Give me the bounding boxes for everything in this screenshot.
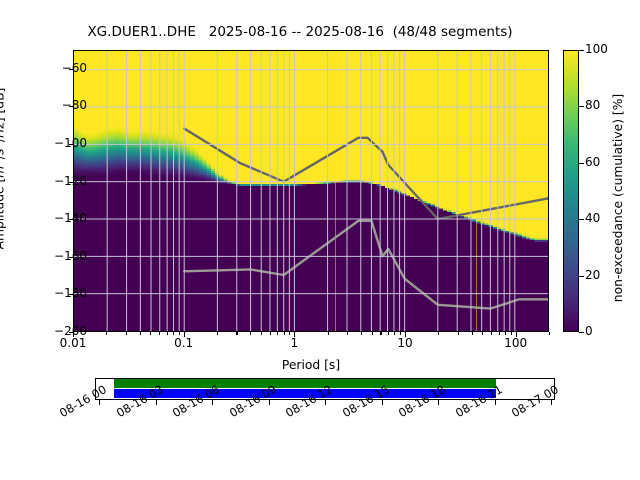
x-axis-minor-tick-mark — [327, 332, 329, 335]
y-axis-tick-mark — [68, 106, 73, 108]
x-axis-minor-tick-mark — [360, 332, 363, 335]
y-axis-tick-label: −180 — [54, 286, 87, 301]
x-axis-minor-tick-mark — [125, 332, 127, 335]
timeline-bar-psd-segments — [114, 388, 497, 398]
x-axis-minor-tick-mark — [178, 332, 180, 335]
x-axis-minor-tick-mark — [166, 332, 168, 335]
y-axis-tick-label: −160 — [54, 248, 87, 263]
x-axis-minor-tick-mark — [482, 332, 484, 335]
timeline-tick-mark — [99, 400, 101, 405]
colorbar-tick-label: 80 — [585, 98, 601, 113]
timeline-tick-mark — [551, 400, 553, 405]
colorbar-tick-mark — [579, 106, 584, 108]
x-axis-tick-mark — [73, 332, 75, 337]
colorbar-tick-label: 40 — [585, 211, 601, 226]
x-axis-minor-tick-mark — [106, 332, 108, 335]
colorbar-label: non-exceedance (cumulative) [%] — [611, 93, 625, 303]
x-axis-minor-tick-mark — [250, 332, 252, 335]
x-axis-tick-label: 100 — [504, 336, 528, 350]
y-axis-tick-label: −60 — [61, 60, 87, 75]
x-axis-tick-label: 1 — [290, 336, 299, 350]
x-axis-tick-mark — [183, 332, 185, 337]
x-axis-tick-label: 10 — [397, 336, 413, 350]
ppsd-histogram — [74, 51, 548, 331]
x-axis-minor-tick-mark — [394, 332, 396, 335]
x-axis-minor-tick-mark — [236, 332, 238, 335]
timeline-tick-mark — [381, 400, 383, 405]
colorbar-tick-label: 100 — [585, 42, 608, 56]
y-axis-tick-label: −100 — [54, 136, 87, 150]
y-axis-tick-mark — [68, 144, 73, 146]
x-axis-minor-tick-mark — [471, 332, 473, 335]
colorbar-tick-mark — [579, 50, 584, 52]
x-axis-minor-tick-mark — [380, 332, 382, 335]
x-axis-minor-tick-mark — [269, 332, 271, 335]
x-axis-tick-mark — [405, 332, 407, 337]
x-axis-minor-tick-mark — [261, 332, 263, 335]
x-axis-minor-tick-mark — [139, 332, 141, 335]
y-axis-tick-mark — [68, 219, 73, 221]
x-axis-minor-tick-mark — [438, 332, 440, 335]
y-axis-label: Amplitude [m2/s4/Hz] [dB] — [0, 87, 7, 250]
timeline-tick-label: 08-16 00 — [57, 382, 109, 421]
x-axis-minor-tick-mark — [504, 332, 507, 335]
timeline-tick-mark — [325, 400, 327, 405]
x-axis-minor-tick-mark — [387, 332, 389, 335]
x-axis-label: Period [s] — [281, 358, 341, 372]
x-axis-minor-tick-mark — [216, 332, 219, 335]
y-axis-tick-label: −200 — [54, 324, 87, 338]
y-axis-tick-mark — [68, 256, 73, 258]
x-axis-minor-tick-mark — [498, 332, 500, 335]
x-axis-tick-label: 0.01 — [59, 336, 87, 350]
x-axis-minor-tick-mark — [549, 332, 551, 335]
timeline-tick-mark — [438, 400, 440, 405]
y-axis-tick-label: −80 — [61, 98, 87, 113]
timeline-tick-mark — [268, 400, 270, 405]
timeline-tick-mark — [212, 400, 214, 405]
y-axis-tick-label: −140 — [54, 211, 87, 226]
x-axis-minor-tick-mark — [283, 332, 285, 335]
colorbar-tick-label: 20 — [585, 267, 601, 282]
colorbar — [563, 50, 579, 332]
page-title: XG.DUER1..DHE 2025-08-16 -- 2025-08-16 (… — [87, 24, 513, 40]
y-axis-tick-label: −120 — [54, 173, 87, 188]
colorbar-tick-mark — [579, 275, 584, 277]
x-axis-minor-tick-mark — [172, 332, 175, 335]
x-axis-tick-mark — [515, 332, 517, 337]
ppsd-plot-area[interactable] — [73, 50, 549, 332]
x-axis-minor-tick-mark — [150, 332, 152, 335]
x-axis-minor-tick-mark — [491, 332, 493, 335]
timeline-tick-mark — [155, 400, 157, 405]
timeline-axes[interactable] — [95, 378, 555, 400]
x-axis-minor-tick-mark — [347, 332, 349, 335]
x-axis-minor-tick-mark — [289, 332, 291, 335]
x-axis-minor-tick-mark — [510, 332, 512, 335]
colorbar-tick-mark — [579, 219, 584, 221]
colorbar-tick-label: 60 — [585, 154, 601, 169]
x-axis-minor-tick-mark — [399, 332, 402, 335]
y-axis-tick-mark — [68, 332, 73, 334]
y-axis-tick-mark — [68, 294, 73, 296]
x-axis-minor-tick-mark — [457, 332, 459, 335]
x-axis-minor-tick-mark — [277, 332, 279, 335]
colorbar-tick-label: 0 — [585, 324, 593, 338]
x-axis-minor-tick-mark — [371, 332, 373, 335]
x-axis-minor-tick-mark — [159, 332, 161, 335]
y-axis-tick-mark — [68, 181, 73, 183]
colorbar-tick-mark — [579, 162, 584, 164]
x-axis-tick-label: 0.1 — [174, 336, 194, 350]
colorbar-tick-mark — [579, 332, 584, 334]
timeline-tick-mark — [494, 400, 496, 405]
timeline-bar-data-available — [114, 379, 497, 388]
x-axis-tick-mark — [294, 332, 296, 337]
y-axis-tick-mark — [68, 68, 73, 70]
